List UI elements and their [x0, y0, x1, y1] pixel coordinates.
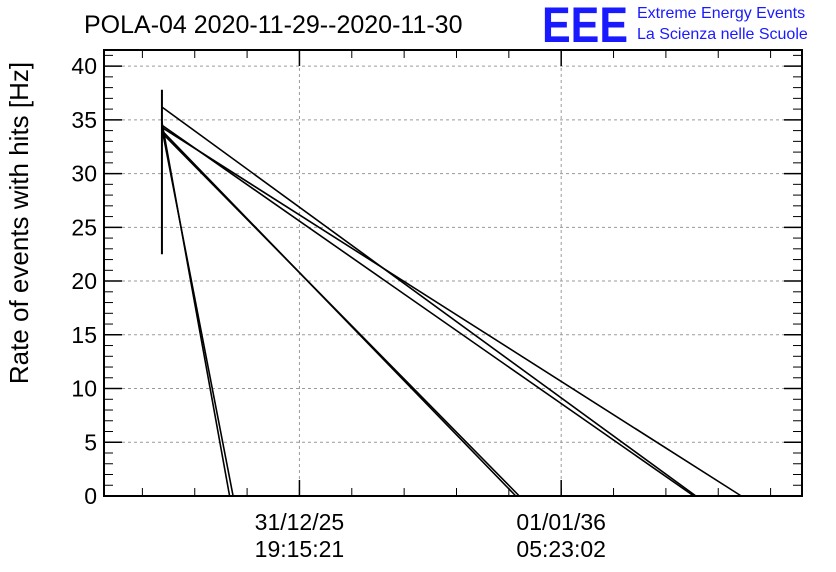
y-tick-label: 15: [71, 322, 97, 348]
y-tick-label: 10: [71, 376, 97, 402]
series-line-4: [161, 132, 520, 497]
eee-logo-line1: Extreme Energy Events: [637, 5, 805, 22]
chart-title: POLA-04 2020-11-29--2020-11-30: [84, 11, 462, 39]
series-layer: [160, 89, 742, 497]
series-line-6: [161, 124, 695, 497]
y-tick-label: 20: [71, 268, 97, 294]
grid: [104, 50, 802, 496]
y-tick-label: 25: [71, 214, 97, 240]
eee-logo-mark: EEE: [542, 0, 628, 53]
plot-frame: [103, 49, 803, 497]
axes: [103, 49, 803, 497]
y-tick-labels: 0 5 10 15 20 25 30 35 40: [71, 53, 97, 509]
y-tick-label: 40: [71, 53, 97, 79]
y-tick-label: 35: [71, 107, 97, 133]
x-tick-label-time: 19:15:21: [255, 536, 345, 562]
x-tick-label-time: 05:23:02: [516, 536, 606, 562]
y-tick-label: 0: [84, 483, 97, 509]
y-tick-label: 30: [71, 161, 97, 187]
x-tick-label-date: 01/01/36: [516, 509, 606, 535]
eee-logo-line2: La Scienza nelle Scuole: [637, 26, 808, 43]
eee-logo: EEE Extreme Energy Events La Scienza nel…: [542, 0, 808, 53]
y-tick-label: 5: [84, 429, 97, 455]
series-line-2: [161, 128, 234, 497]
series-line-5: [161, 106, 697, 497]
x-tick-label-date: 31/12/25: [255, 509, 345, 535]
y-axis-label: Rate of events with hits [Hz]: [4, 62, 34, 384]
series-line-7: [161, 126, 742, 497]
